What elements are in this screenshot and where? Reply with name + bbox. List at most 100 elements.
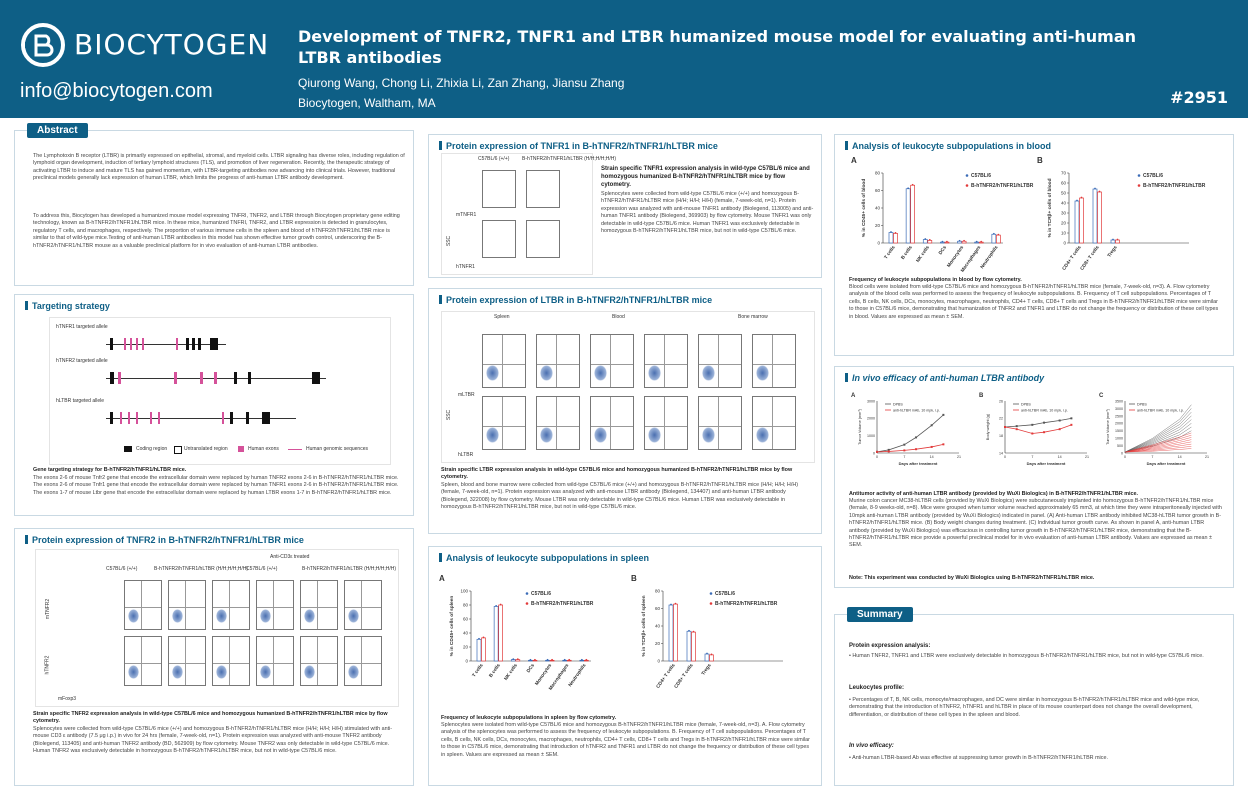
bar [481, 637, 486, 662]
blood-chart-b: B 0 10 20 30 40 50 60 70 % in TCRβ+ cells of bloo… [1037, 156, 1206, 272]
data-point [563, 658, 566, 661]
flow-plot [344, 580, 382, 630]
data-point [499, 603, 502, 606]
invivo-panel: In vivo efficacy of anti-human LTBR anti… [834, 366, 1234, 588]
summary-h3: In vivo efficacy: [849, 743, 894, 749]
ltbr-caption: Spleen, blood and bone marrow were colle… [441, 482, 799, 511]
bar [905, 188, 911, 244]
y-tick-label: 500 [1117, 444, 1123, 448]
bar [1074, 200, 1080, 244]
y-tick-label: 26 [999, 399, 1003, 403]
y-tick-label: 80 [655, 589, 661, 594]
bar [910, 184, 915, 244]
tnfr1-caption-title-text: Strain specific TNFR1 expression analysi… [601, 166, 810, 188]
ltbr-flow-figure: Spleen Blood Bone marrow mLTBR SSC hLTBR [441, 311, 815, 463]
tnfr1-caption: Splenocytes were collected from wild-typ… [601, 191, 814, 235]
legend-label: anti-hLTBR mAb, 10 mpk, i.p. [893, 409, 940, 413]
data-point [478, 637, 480, 640]
summary-b1: • Human TNFR2, TNFR1 and LTBR were exclu… [849, 653, 1204, 659]
series-line [1004, 424, 1072, 434]
invivo-chart-a: A 0 1000 2000 3000 0 7 14 21 Days after treatment… [851, 393, 961, 466]
panel-label: B [1037, 156, 1043, 165]
logo-icon [21, 23, 65, 67]
x-tick-label: Tregs [700, 662, 712, 676]
legend-label: anti-hLTBR mAb, 10 mpk, i.p. [1137, 409, 1184, 413]
ltbr-side: SSC [446, 409, 453, 421]
x-tick-label: CD8+ T cells [673, 662, 695, 689]
x-tick-label: 0 [1004, 455, 1006, 459]
legend-label: anti-hLTBR mAb, 10 mpk, i.p. [1021, 409, 1068, 413]
tnfr2-title-text: Protein expression of TNFR2 in B-hTNFR2/… [32, 535, 304, 545]
data-point [942, 443, 945, 446]
data-point [887, 448, 890, 451]
data-point [887, 450, 890, 453]
flow-plot [212, 580, 250, 630]
data-point [516, 658, 519, 660]
flow-plot [256, 580, 294, 630]
data-point [1015, 425, 1018, 428]
data-point [1043, 421, 1046, 424]
x-tick-label: 21 [957, 455, 961, 459]
data-point [529, 658, 532, 661]
individual-curve [1124, 446, 1192, 453]
legend-label: DPBS [893, 403, 903, 407]
bar [686, 630, 692, 662]
targeting-title-text: Targeting strategy [32, 301, 110, 311]
x-tick-label: 7 [903, 455, 905, 459]
flow-plot [536, 396, 580, 450]
data-point [997, 233, 1000, 236]
spleen-caption: Splenocytes were isolated from wild-type… [441, 722, 810, 758]
x-tick-label: Tregs [1106, 244, 1118, 258]
data-point [1058, 419, 1061, 422]
panel-label: B [979, 393, 984, 399]
invivo-title-text: In vivo efficacy of anti-human LTBR anti… [852, 373, 1045, 383]
bar [476, 638, 482, 662]
x-tick-label: Neutrophils [979, 244, 999, 270]
data-point [1098, 190, 1101, 193]
legend-untranslated-label: Untranslated region [184, 446, 228, 452]
data-point [534, 658, 536, 661]
panel-label: A [851, 156, 857, 165]
data-point [546, 658, 549, 661]
spleen-chart-a: A 0 20 40 60 80 100 % in CD45+ cells of spleen T… [439, 574, 594, 691]
data-point [907, 187, 910, 190]
data-point [941, 240, 944, 243]
blood-panel: Analysis of leukocyte subpopulations in … [834, 134, 1234, 356]
targeting-panel: Targeting strategy hTNFR1 targeted allel… [14, 294, 414, 516]
bar [1097, 191, 1102, 244]
data-point [568, 658, 571, 661]
y-tick-label: 0 [877, 241, 880, 246]
logo-text: BIOCYTOGEN [74, 28, 270, 61]
y-tick-label: 0 [657, 659, 660, 664]
data-point [980, 240, 983, 243]
abstract-p1: The Lymphotoxin B receptor (LTBR) is pri… [33, 153, 405, 182]
flow-plot [300, 580, 338, 630]
contact-email[interactable]: info@biocytogen.com [20, 80, 213, 102]
tnfr2-flow-figure: Anti-CD3ε treated C57BL/6 (+/+) B-hTNFR2… [35, 549, 399, 707]
y-tick-label: 40 [1061, 201, 1067, 206]
flow-plot [124, 580, 162, 630]
legend-label: DPBS [1137, 403, 1147, 407]
legend-human-genomic-label: Human genomic sequences [306, 446, 368, 452]
y-tick-label: 1000 [867, 434, 875, 438]
data-point [876, 450, 878, 453]
flow-plot [168, 636, 206, 686]
data-point [894, 231, 897, 234]
y-tick-label: 40 [655, 624, 661, 629]
legend-marker [709, 592, 713, 595]
bar [888, 232, 894, 244]
individual-curve [1124, 404, 1192, 453]
individual-curve [1124, 434, 1192, 453]
y-tick-label: 30 [1061, 211, 1067, 216]
x-tick-label: 14 [930, 455, 934, 459]
ltbr-caption-title-text: Strain specific LTBR expression analysis… [441, 467, 793, 481]
flow-plot [344, 636, 382, 686]
abstract-p2: To address this, Biocytogen has develope… [33, 213, 400, 249]
flow-plot [590, 334, 634, 388]
data-point [692, 630, 695, 633]
data-point [1004, 426, 1006, 428]
individual-curve [1124, 439, 1192, 453]
invivo-title: In vivo efficacy of anti-human LTBR anti… [845, 373, 1044, 383]
invivo-note: Note: This experiment was conducted by W… [849, 575, 1223, 582]
legend-human-exons [238, 446, 244, 452]
